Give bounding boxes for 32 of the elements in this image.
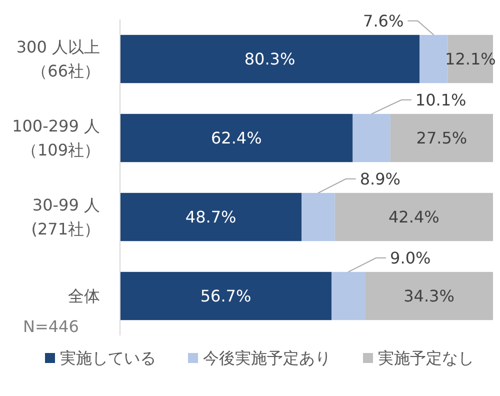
y-tick-label: 30-99 人(271社） xyxy=(31,196,100,239)
y-tick-label: 全体 xyxy=(68,286,100,306)
bar xyxy=(120,272,332,320)
legend-label: 実施している xyxy=(60,348,156,368)
y-tick-label: 300 人以上（66社） xyxy=(16,38,100,81)
data-label: 9.0% xyxy=(390,248,431,268)
legend-label: 実施予定なし xyxy=(378,348,474,368)
bar xyxy=(302,192,335,242)
y-tick-label: 100-299 人（109社） xyxy=(12,116,100,160)
data-label: 48.7% xyxy=(185,208,236,227)
bar xyxy=(352,114,390,162)
data-label: 8.9% xyxy=(360,170,401,189)
bar xyxy=(120,34,420,84)
bar xyxy=(120,192,302,242)
data-label: 10.1% xyxy=(415,90,466,110)
bar xyxy=(331,272,366,320)
bar xyxy=(365,272,493,320)
bar xyxy=(334,192,493,242)
data-label: 12.1% xyxy=(445,50,496,69)
data-label: 42.4% xyxy=(388,208,440,227)
data-label: 7.6% xyxy=(363,12,404,31)
data-label: 34.3% xyxy=(404,286,454,306)
bar xyxy=(448,34,493,84)
text: N=446 xyxy=(23,317,79,336)
legend-label: 今後実施予定あり xyxy=(203,348,331,368)
data-label: 27.5% xyxy=(416,128,468,148)
data-label: 56.7% xyxy=(200,286,252,306)
data-label: 80.3% xyxy=(244,50,296,69)
bar xyxy=(420,34,448,84)
bar xyxy=(120,114,353,162)
data-label: 62.4% xyxy=(210,128,262,148)
bar xyxy=(390,114,493,162)
